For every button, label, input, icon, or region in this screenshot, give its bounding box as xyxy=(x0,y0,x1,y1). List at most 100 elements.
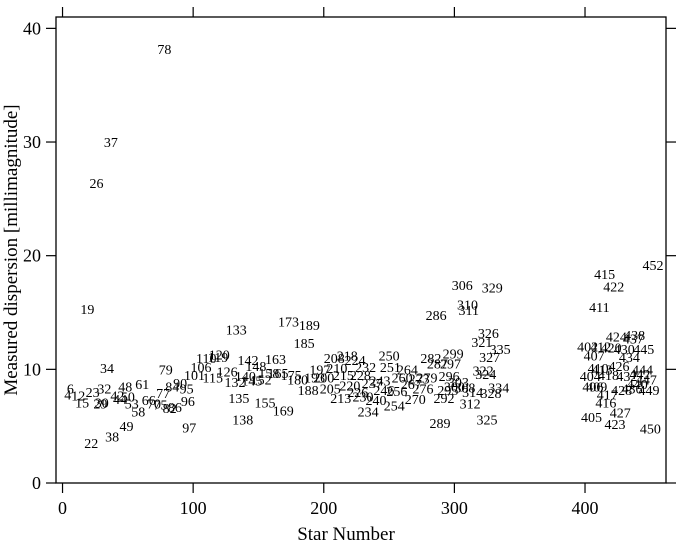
point-label: 208 xyxy=(324,352,345,367)
point-label: 237 xyxy=(362,377,383,392)
y-tick-label: 0 xyxy=(32,473,41,493)
point-label: 30 xyxy=(95,396,109,411)
point-label: 23 xyxy=(86,386,100,401)
point-label: 276 xyxy=(413,383,434,398)
point-label: 158 xyxy=(258,367,279,382)
point-label: 427 xyxy=(610,407,631,422)
point-label: 282 xyxy=(420,352,441,367)
point-label: 327 xyxy=(479,351,500,366)
point-label: 250 xyxy=(379,350,400,365)
point-label: 437 xyxy=(623,333,644,348)
point-label: 312 xyxy=(460,397,481,412)
point-label: 152 xyxy=(251,374,272,389)
plot-frame xyxy=(55,16,667,484)
point-label: 440 xyxy=(627,378,648,393)
point-label: 215 xyxy=(333,369,354,384)
point-label: 311 xyxy=(459,304,479,319)
point-label: 120 xyxy=(209,349,230,364)
point-label: 213 xyxy=(330,392,351,407)
point-label: 324 xyxy=(475,368,496,383)
point-label: 434 xyxy=(619,351,640,366)
point-label: 407 xyxy=(584,350,605,365)
y-tick-labels: 0 10 20 30 40 xyxy=(23,18,41,493)
point-label: 306 xyxy=(452,279,473,294)
x-tick-label: 300 xyxy=(441,498,468,518)
y-tick-label: 40 xyxy=(23,18,41,38)
point-label: 6 xyxy=(67,383,74,398)
point-label: 310 xyxy=(457,299,478,314)
point-label: 48 xyxy=(118,380,132,395)
point-label: 411 xyxy=(589,301,609,316)
point-label: 444 xyxy=(632,363,653,378)
point-label: 326 xyxy=(478,327,499,342)
point-label: 185 xyxy=(294,337,315,352)
point-label: 328 xyxy=(480,387,501,402)
point-label: 246 xyxy=(373,384,394,399)
point-label: 232 xyxy=(355,361,376,376)
point-label: 450 xyxy=(640,422,661,437)
point-label: 334 xyxy=(488,382,509,397)
point-label: 12 xyxy=(71,389,85,404)
point-label: 66 xyxy=(142,394,156,409)
point-label: 169 xyxy=(273,404,294,419)
point-label: 300 xyxy=(444,380,465,395)
point-label: 42 xyxy=(110,389,124,404)
point-label: 251 xyxy=(380,361,401,376)
point-label: 445 xyxy=(633,343,654,358)
point-label: 243 xyxy=(369,375,390,390)
point-label: 138 xyxy=(232,413,253,428)
point-label: 175 xyxy=(281,369,302,384)
point-label: 452 xyxy=(642,259,663,274)
point-label: 53 xyxy=(125,397,139,412)
point-label: 115 xyxy=(203,371,223,386)
point-label: 415 xyxy=(594,268,615,283)
point-label: 230 xyxy=(352,391,373,406)
point-label: 34 xyxy=(100,362,114,377)
y-axis-label: Measured dispersion [millimagnitude] xyxy=(1,104,22,395)
point-label: 428 xyxy=(611,384,632,399)
point-label: 180 xyxy=(287,374,308,389)
point-label: 335 xyxy=(490,343,511,358)
point-label: 61 xyxy=(135,378,149,393)
point-label: 254 xyxy=(384,400,405,415)
y-tick-label: 30 xyxy=(23,132,41,152)
point-label: 226 xyxy=(347,386,368,401)
point-label: 78 xyxy=(157,43,171,58)
point-label: 97 xyxy=(182,421,196,436)
point-label: 193 xyxy=(304,371,325,386)
point-label: 436 xyxy=(622,383,643,398)
point-label: 426 xyxy=(608,360,629,375)
point-label: 119 xyxy=(208,351,228,366)
point-label: 424 xyxy=(606,330,627,345)
point-label: 133 xyxy=(226,324,247,339)
point-label: 264 xyxy=(397,363,418,378)
point-label: 44 xyxy=(113,393,127,408)
point-label: 413 xyxy=(591,363,612,378)
x-tick-label: 400 xyxy=(572,498,599,518)
point-label: 155 xyxy=(254,396,275,411)
y-tick-label: 10 xyxy=(23,359,41,379)
point-label: 438 xyxy=(624,329,645,344)
point-label: 410 xyxy=(588,362,609,377)
point-label: 37 xyxy=(104,136,118,151)
point-label: 218 xyxy=(337,350,358,365)
point-label: 322 xyxy=(473,364,494,379)
point-label: 173 xyxy=(278,316,299,331)
point-label: 240 xyxy=(366,394,387,409)
point-label: 299 xyxy=(443,347,464,362)
point-label: 58 xyxy=(131,405,145,420)
point-label: 418 xyxy=(598,369,619,384)
point-label: 205 xyxy=(320,383,341,398)
point-label: 75 xyxy=(153,399,167,414)
point-label: 90 xyxy=(173,377,187,392)
point-label: 308 xyxy=(454,382,475,397)
point-label: 96 xyxy=(181,395,195,410)
point-label: 50 xyxy=(121,391,135,406)
point-label: 110 xyxy=(196,352,216,367)
point-label: 423 xyxy=(605,418,626,433)
point-label: 26 xyxy=(89,177,103,192)
point-label: 210 xyxy=(326,362,347,377)
point-label: 22 xyxy=(84,437,98,452)
